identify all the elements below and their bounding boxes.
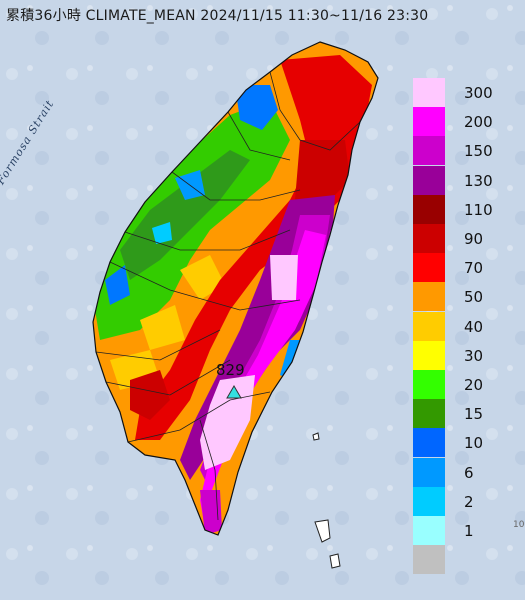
legend-swatch bbox=[413, 78, 445, 107]
legend-label: 1 bbox=[464, 522, 474, 540]
legend-swatch bbox=[413, 224, 445, 253]
legend-label: 15 bbox=[464, 405, 484, 424]
max-station-marker bbox=[226, 385, 242, 399]
legend-label: 300 bbox=[464, 84, 493, 102]
legend-label: 20 bbox=[464, 376, 484, 394]
county-boundaries bbox=[95, 71, 361, 521]
legend-swatch bbox=[413, 370, 445, 399]
legend-swatch bbox=[413, 107, 445, 137]
legend-swatch bbox=[413, 545, 445, 575]
max-rainfall-value: 829 bbox=[216, 361, 245, 379]
orchid-island bbox=[329, 553, 341, 569]
legend-swatch bbox=[413, 253, 445, 283]
legend-swatch bbox=[413, 428, 445, 458]
legend-label: 30 bbox=[464, 346, 484, 365]
edge-tick: 10 bbox=[513, 520, 525, 530]
legend-label: 40 bbox=[464, 317, 484, 336]
legend-swatch bbox=[413, 516, 445, 545]
legend-label: 200 bbox=[464, 113, 493, 132]
legend-label: 50 bbox=[464, 288, 484, 307]
legend-swatch bbox=[413, 486, 445, 516]
legend-label: 6 bbox=[464, 463, 474, 482]
legend-label: 70 bbox=[464, 259, 484, 278]
map-title: 累積36小時 CLIMATE_MEAN 2024/11/15 11:30~11/… bbox=[6, 8, 429, 24]
legend-swatch bbox=[413, 340, 445, 370]
coastline bbox=[92, 41, 379, 536]
rainfall-shading bbox=[93, 42, 378, 535]
legend-swatch bbox=[413, 311, 445, 341]
legend-label: 150 bbox=[464, 142, 493, 161]
legend-swatch bbox=[413, 282, 445, 312]
green-island bbox=[314, 519, 331, 543]
legend-swatch bbox=[413, 399, 445, 429]
legend-label: 2 bbox=[464, 492, 474, 511]
legend-label: 110 bbox=[464, 200, 493, 219]
legend-label: 10 bbox=[464, 434, 484, 453]
legend-swatch bbox=[413, 457, 445, 487]
legend-swatch bbox=[413, 165, 445, 195]
legend-label: 90 bbox=[464, 230, 484, 248]
legend-swatch bbox=[413, 136, 445, 166]
legend-label: 130 bbox=[464, 171, 493, 190]
legend-swatch bbox=[413, 194, 445, 224]
islet bbox=[312, 432, 320, 441]
